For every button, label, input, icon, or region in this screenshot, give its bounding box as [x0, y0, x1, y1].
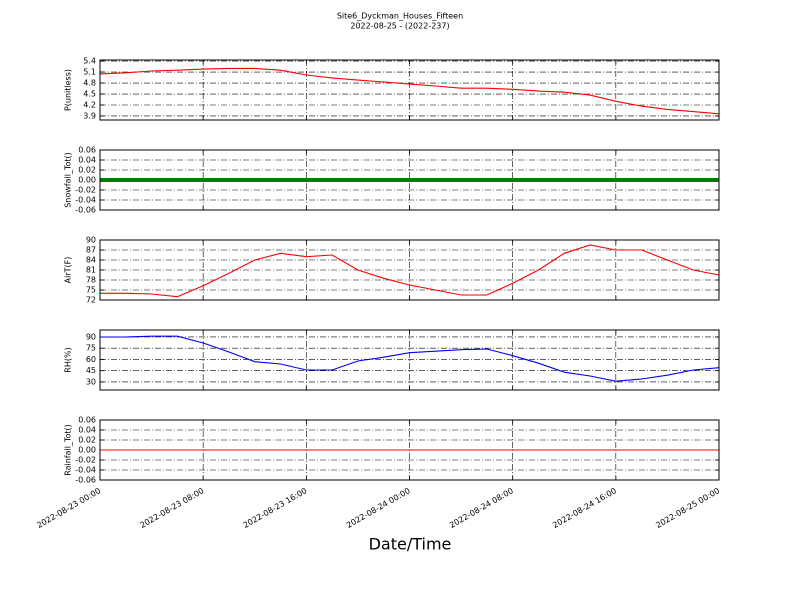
x-tick-label: 2022-08-23 00:00 — [35, 486, 102, 530]
y-tick-label: 90 — [86, 332, 96, 341]
data-line — [100, 244, 720, 298]
y-tick-label: 30 — [86, 377, 96, 386]
y-tick-label: -0.04 — [75, 466, 96, 475]
y-axis-label: Rainfall_Tot() — [64, 424, 73, 476]
x-tick-label: 2022-08-24 00:00 — [345, 486, 412, 530]
axes-frame — [99, 149, 720, 211]
x-tick-label: 2022-08-23 08:00 — [138, 486, 205, 530]
axes-frame — [99, 239, 720, 301]
y-tick-label: 0.06 — [78, 146, 96, 155]
y-tick-label: 0.06 — [78, 416, 96, 425]
y-tick-label: -0.06 — [75, 206, 96, 215]
y-tick-label: 0.00 — [78, 446, 96, 455]
y-tick-label: 75 — [86, 286, 96, 295]
y-axis-label: RH(%) — [64, 347, 73, 372]
y-tick-label: 0.02 — [78, 166, 96, 175]
chart-subtitle: 2022-08-25 - (2022-237) — [350, 22, 449, 31]
x-tick-label: 2022-08-23 16:00 — [242, 486, 309, 530]
y-tick-label: 0.02 — [78, 436, 96, 445]
y-tick-label: 75 — [86, 344, 96, 353]
y-tick-label: 4.5 — [83, 90, 96, 99]
y-tick-label: 4.2 — [83, 101, 96, 110]
data-line — [100, 335, 720, 382]
x-tick-label: 2022-08-24 16:00 — [551, 486, 618, 530]
y-tick-label: 78 — [86, 276, 96, 285]
y-tick-label: 0.04 — [78, 426, 96, 435]
x-axis-label: Date/Time — [369, 535, 452, 554]
y-tick-label: 3.9 — [83, 111, 96, 120]
axes-frame — [99, 419, 720, 481]
y-tick-label: 0.04 — [78, 156, 96, 165]
y-axis-label: P(unitless) — [64, 69, 73, 111]
x-tick-label: 2022-08-25 00:00 — [654, 486, 721, 530]
y-tick-label: 60 — [86, 355, 96, 364]
y-axis-label: Snowfall_Tot() — [64, 152, 73, 208]
axes-frame — [99, 329, 720, 391]
y-tick-label: 5.4 — [83, 57, 96, 66]
y-tick-label: 0.00 — [78, 176, 96, 185]
y-tick-label: 4.8 — [83, 79, 96, 88]
y-tick-label: 81 — [86, 266, 96, 275]
y-tick-label: 72 — [86, 296, 96, 305]
axes-frame — [99, 59, 720, 121]
y-tick-label: -0.04 — [75, 196, 96, 205]
y-tick-label: 84 — [86, 256, 96, 265]
y-axis-label: AirT(F) — [64, 257, 73, 284]
y-tick-label: 87 — [86, 246, 96, 255]
data-line — [99, 67, 720, 115]
x-tick-label: 2022-08-24 08:00 — [448, 486, 515, 530]
y-tick-label: 45 — [86, 366, 96, 375]
y-tick-label: 5.1 — [83, 68, 96, 77]
chart-title: Site6_Dyckman_Houses_Fifteen — [337, 12, 463, 21]
y-tick-label: 90 — [86, 236, 96, 245]
y-tick-label: -0.02 — [75, 456, 96, 465]
y-tick-label: -0.02 — [75, 186, 96, 195]
y-tick-label: -0.06 — [75, 476, 96, 485]
